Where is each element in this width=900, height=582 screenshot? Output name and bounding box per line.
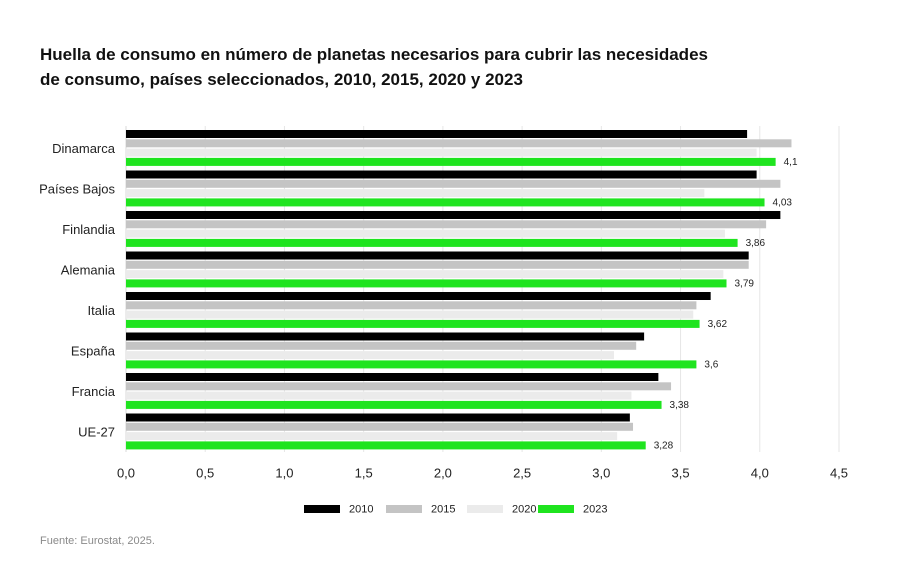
bar-2015 [126, 179, 781, 188]
bar-2015 [126, 341, 637, 350]
data-label: 3,28 [654, 441, 674, 452]
legend-swatch-2023 [538, 505, 574, 513]
bar-2020 [126, 148, 757, 157]
x-tick-label: 3,0 [592, 465, 610, 480]
x-tick-label: 0,0 [117, 465, 135, 480]
bar-2023 [126, 319, 700, 328]
category-label: Francia [72, 384, 116, 399]
bar-2020 [126, 229, 725, 238]
data-label: 3,79 [735, 279, 755, 290]
bar-2015 [126, 382, 672, 391]
data-label: 3,86 [746, 238, 766, 249]
x-tick-label: 4,5 [830, 465, 848, 480]
data-label: 3,6 [704, 360, 718, 371]
bar-2020 [126, 391, 632, 400]
bar-2010 [126, 211, 781, 219]
bar-2020 [126, 189, 705, 198]
bar-2023 [126, 198, 765, 207]
legend-label: 2015 [431, 503, 455, 515]
bar-2010 [126, 332, 645, 341]
x-tick-label: 2,5 [513, 465, 531, 480]
data-labels: 4,1 4,03 3,86 3,79 3,62 3,6 3,38 3,28 [654, 157, 798, 452]
legend-label: 2023 [583, 503, 607, 515]
category-label: Alemania [61, 263, 116, 278]
x-tick-label: 3,5 [672, 465, 690, 480]
legend: 2010 2015 2020 2023 [304, 503, 607, 515]
x-tick-label: 4,0 [751, 465, 769, 480]
bar-2020 [126, 432, 618, 441]
bar-2020 [126, 270, 724, 279]
bar-2015 [126, 139, 792, 148]
bar-2023 [126, 360, 697, 369]
category-label: Países Bajos [39, 182, 115, 197]
chart-title: Huella de consumo en número de planetas … [40, 42, 800, 92]
x-axis-ticks: 0,0 0,5 1,0 1,5 2,0 2,5 3,0 3,5 4,0 4,5 [117, 465, 848, 480]
bar-2010 [126, 251, 749, 260]
x-tick-label: 0,5 [196, 465, 214, 480]
bar-2015 [126, 260, 749, 269]
category-labels: Dinamarca Países Bajos Finlandia Alemania It… [39, 141, 116, 440]
bar-2023 [126, 400, 662, 409]
category-label: Finlandia [62, 222, 116, 237]
bar-2010 [126, 130, 748, 138]
bar-2020 [126, 351, 615, 360]
x-tick-label: 1,0 [275, 465, 293, 480]
bar-2023 [126, 157, 776, 166]
chart-title-line-1: Huella de consumo en número de planetas … [40, 45, 708, 64]
legend-label: 2010 [349, 503, 373, 515]
source-note: Fuente: Eurostat, 2025. [40, 535, 155, 547]
legend-swatch-2010 [304, 505, 340, 513]
bar-2015 [126, 422, 634, 431]
x-tick-label: 2,0 [434, 465, 452, 480]
bar-2023 [126, 441, 646, 450]
bars [126, 130, 792, 450]
bar-2010 [126, 292, 711, 300]
bar-2023 [126, 279, 727, 288]
bar-2010 [126, 170, 757, 179]
data-label: 3,38 [670, 400, 690, 411]
bar-2015 [126, 301, 697, 310]
bar-2020 [126, 310, 694, 319]
x-tick-label: 1,5 [355, 465, 373, 480]
legend-swatch-2020 [467, 505, 503, 513]
bar-2010 [126, 413, 630, 422]
bar-2023 [126, 238, 738, 247]
legend-swatch-2015 [386, 505, 422, 513]
category-label: Italia [88, 303, 116, 318]
chart-title-line-2: de consumo, países seleccionados, 2010, … [40, 70, 523, 89]
bar-2010 [126, 373, 659, 381]
category-label: España [71, 344, 116, 359]
data-label: 3,62 [708, 319, 728, 330]
category-label: Dinamarca [52, 141, 116, 156]
legend-label: 2020 [512, 503, 536, 515]
data-label: 4,1 [784, 157, 798, 168]
category-label: UE-27 [78, 425, 115, 440]
data-label: 4,03 [773, 198, 793, 209]
bar-2015 [126, 220, 767, 229]
